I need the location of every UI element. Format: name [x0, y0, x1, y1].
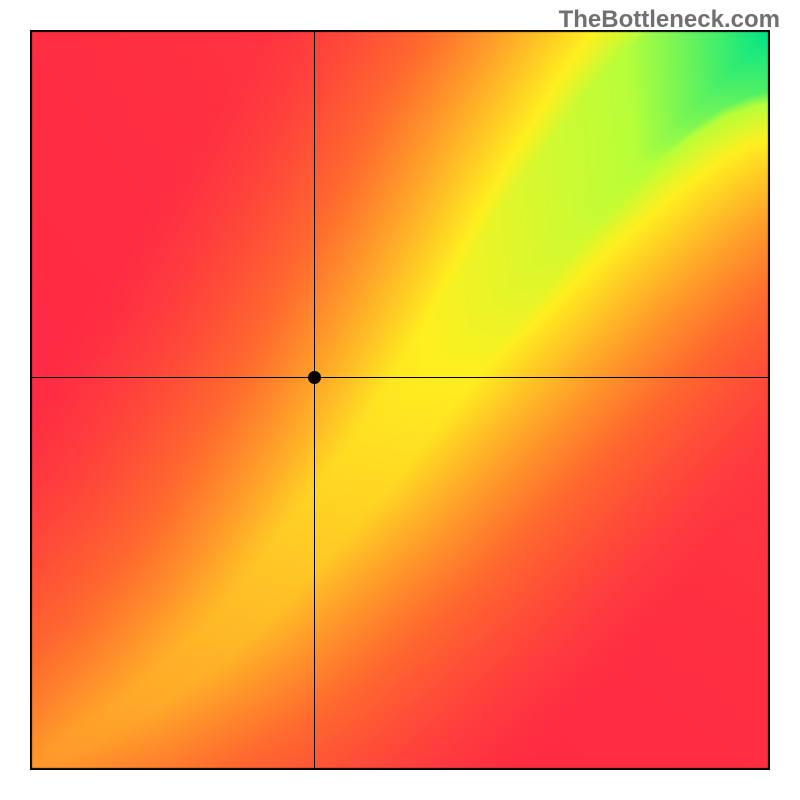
- crosshair-horizontal: [30, 377, 770, 378]
- crosshair-vertical: [314, 30, 315, 770]
- watermark-text: TheBottleneck.com: [559, 6, 780, 34]
- chart-container: TheBottleneck.com: [0, 0, 800, 800]
- bottleneck-heatmap: [30, 30, 770, 770]
